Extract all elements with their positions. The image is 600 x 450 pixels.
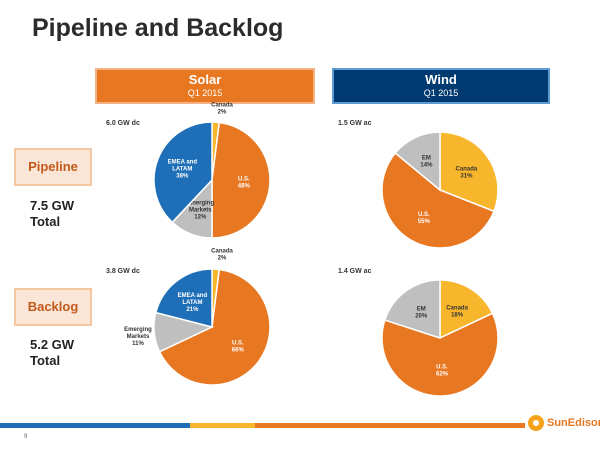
- pie-slice: [439, 279, 494, 340]
- pie-slice-label: Canada 31%: [456, 167, 478, 180]
- solar-column-header: Solar Q1 2015: [95, 68, 315, 104]
- pie-slice-label: U.S. 48%: [238, 177, 251, 190]
- pipeline-total-label: Total: [30, 214, 61, 229]
- pie-slice-label: EM 20%: [415, 307, 428, 320]
- pie-slice: [394, 131, 441, 192]
- logo-text: SunEdison: [547, 417, 600, 429]
- pie-slice: [439, 131, 499, 213]
- wind-pipeline-capacity: 1.5 GW ac: [338, 120, 372, 127]
- backlog-total: 5.2 GW Total: [30, 337, 74, 369]
- pipeline-row-label: Pipeline: [14, 148, 92, 186]
- footer-bar-blue: [0, 423, 190, 428]
- pie-slice-label: EM 14%: [420, 156, 433, 169]
- pie-slice: [153, 121, 213, 224]
- pie-slice-label: U.S. 62%: [436, 364, 449, 377]
- sun-logo-icon: [528, 415, 544, 431]
- pie-slice-label: Canada 2%: [211, 249, 233, 262]
- footer-bar-orange: [255, 423, 525, 428]
- wind-backlog-capacity: 1.4 GW ac: [338, 268, 372, 275]
- pie-slice: [383, 279, 441, 340]
- wind-column-header: Wind Q1 2015: [332, 68, 550, 104]
- page-number: 9: [24, 434, 28, 440]
- backlog-row-label: Backlog: [14, 288, 92, 326]
- pie-slice: [381, 312, 499, 397]
- pie-slice-label: Canada 18%: [446, 306, 468, 319]
- pie-slice-label: EMEA and LATAM 38%: [168, 159, 198, 179]
- solar-backlog-capacity: 3.8 GW dc: [106, 268, 140, 275]
- wind-header-period: Q1 2015: [423, 88, 459, 98]
- pie-slice: [154, 268, 213, 328]
- pie-slice-label: U.S. 66%: [232, 340, 245, 353]
- pie-slice-label: Emerging Markets 12%: [186, 201, 214, 221]
- sunedison-logo: SunEdison: [528, 415, 600, 431]
- wind-header-label: Wind: [425, 72, 457, 87]
- pie-slice: [381, 151, 495, 249]
- backlog-total-label: Total: [30, 353, 61, 368]
- pie-slice: [158, 268, 271, 386]
- pie-slice: [211, 121, 271, 239]
- solar-pipeline-capacity: 6.0 GW dc: [106, 120, 140, 127]
- pie-slice-label: U.S. 55%: [418, 212, 431, 225]
- pipeline-total: 7.5 GW Total: [30, 198, 74, 230]
- wind-backlog-pie: Canada 18% U.S. 62% EM 20%: [381, 279, 499, 397]
- solar-header-label: Solar: [188, 72, 222, 87]
- footer-bar-yellow: [190, 423, 255, 428]
- pie-slice-label: EMEA and LATAM 21%: [178, 293, 208, 313]
- pipeline-total-value: 7.5 GW: [30, 198, 75, 213]
- page-title: Pipeline and Backlog: [32, 14, 284, 42]
- backlog-total-value: 5.2 GW: [30, 337, 75, 352]
- solar-backlog-pie: Canada 2% U.S. 66% Emerging Markets 11% EMEA an…: [124, 249, 271, 386]
- pie-slice-label: Emerging Markets 11%: [124, 327, 152, 347]
- footer-color-bar: [0, 423, 600, 428]
- solar-header-period: Q1 2015: [187, 88, 223, 98]
- pie-slice-label: Canada 2%: [211, 103, 233, 116]
- wind-pipeline-pie: Canada 31% U.S. 55% EM 14%: [381, 131, 499, 249]
- solar-pipeline-pie: Canada 2% U.S. 48% Emerging Markets 12% EMEA an…: [153, 103, 271, 239]
